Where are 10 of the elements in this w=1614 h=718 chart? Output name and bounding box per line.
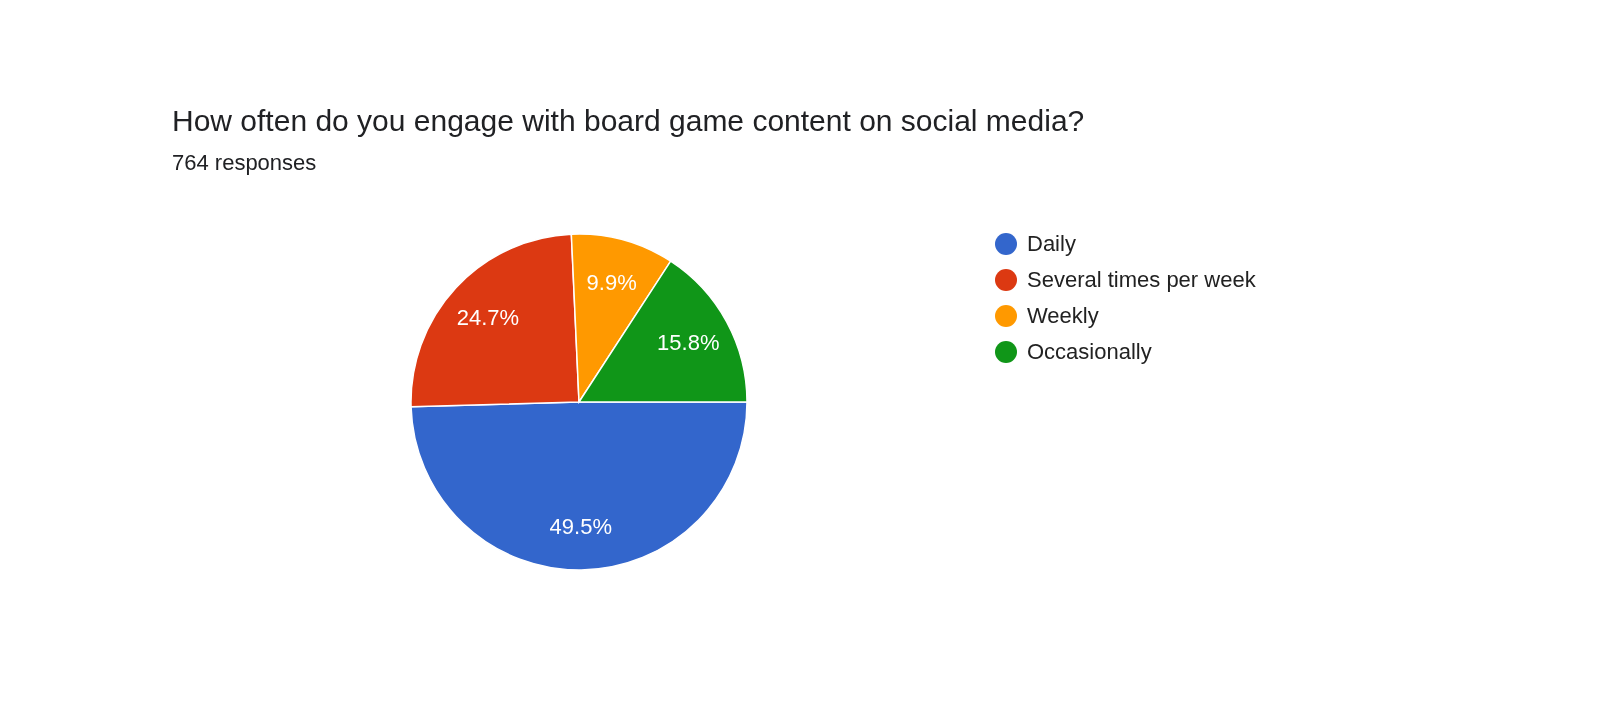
chart-title: How often do you engage with board game content on social media? bbox=[172, 103, 1085, 139]
legend-label: Weekly bbox=[1027, 303, 1099, 329]
legend-label: Daily bbox=[1027, 231, 1076, 257]
data-label: 9.9% bbox=[586, 269, 637, 295]
chart-subtitle: 764 responses bbox=[172, 150, 317, 176]
data-label: 49.5% bbox=[549, 513, 612, 539]
data-label: 24.7% bbox=[456, 304, 520, 330]
data-label: 15.8% bbox=[657, 330, 720, 356]
legend-label: Occasionally bbox=[1027, 339, 1152, 365]
legend-label: Several times per week bbox=[1027, 267, 1256, 293]
